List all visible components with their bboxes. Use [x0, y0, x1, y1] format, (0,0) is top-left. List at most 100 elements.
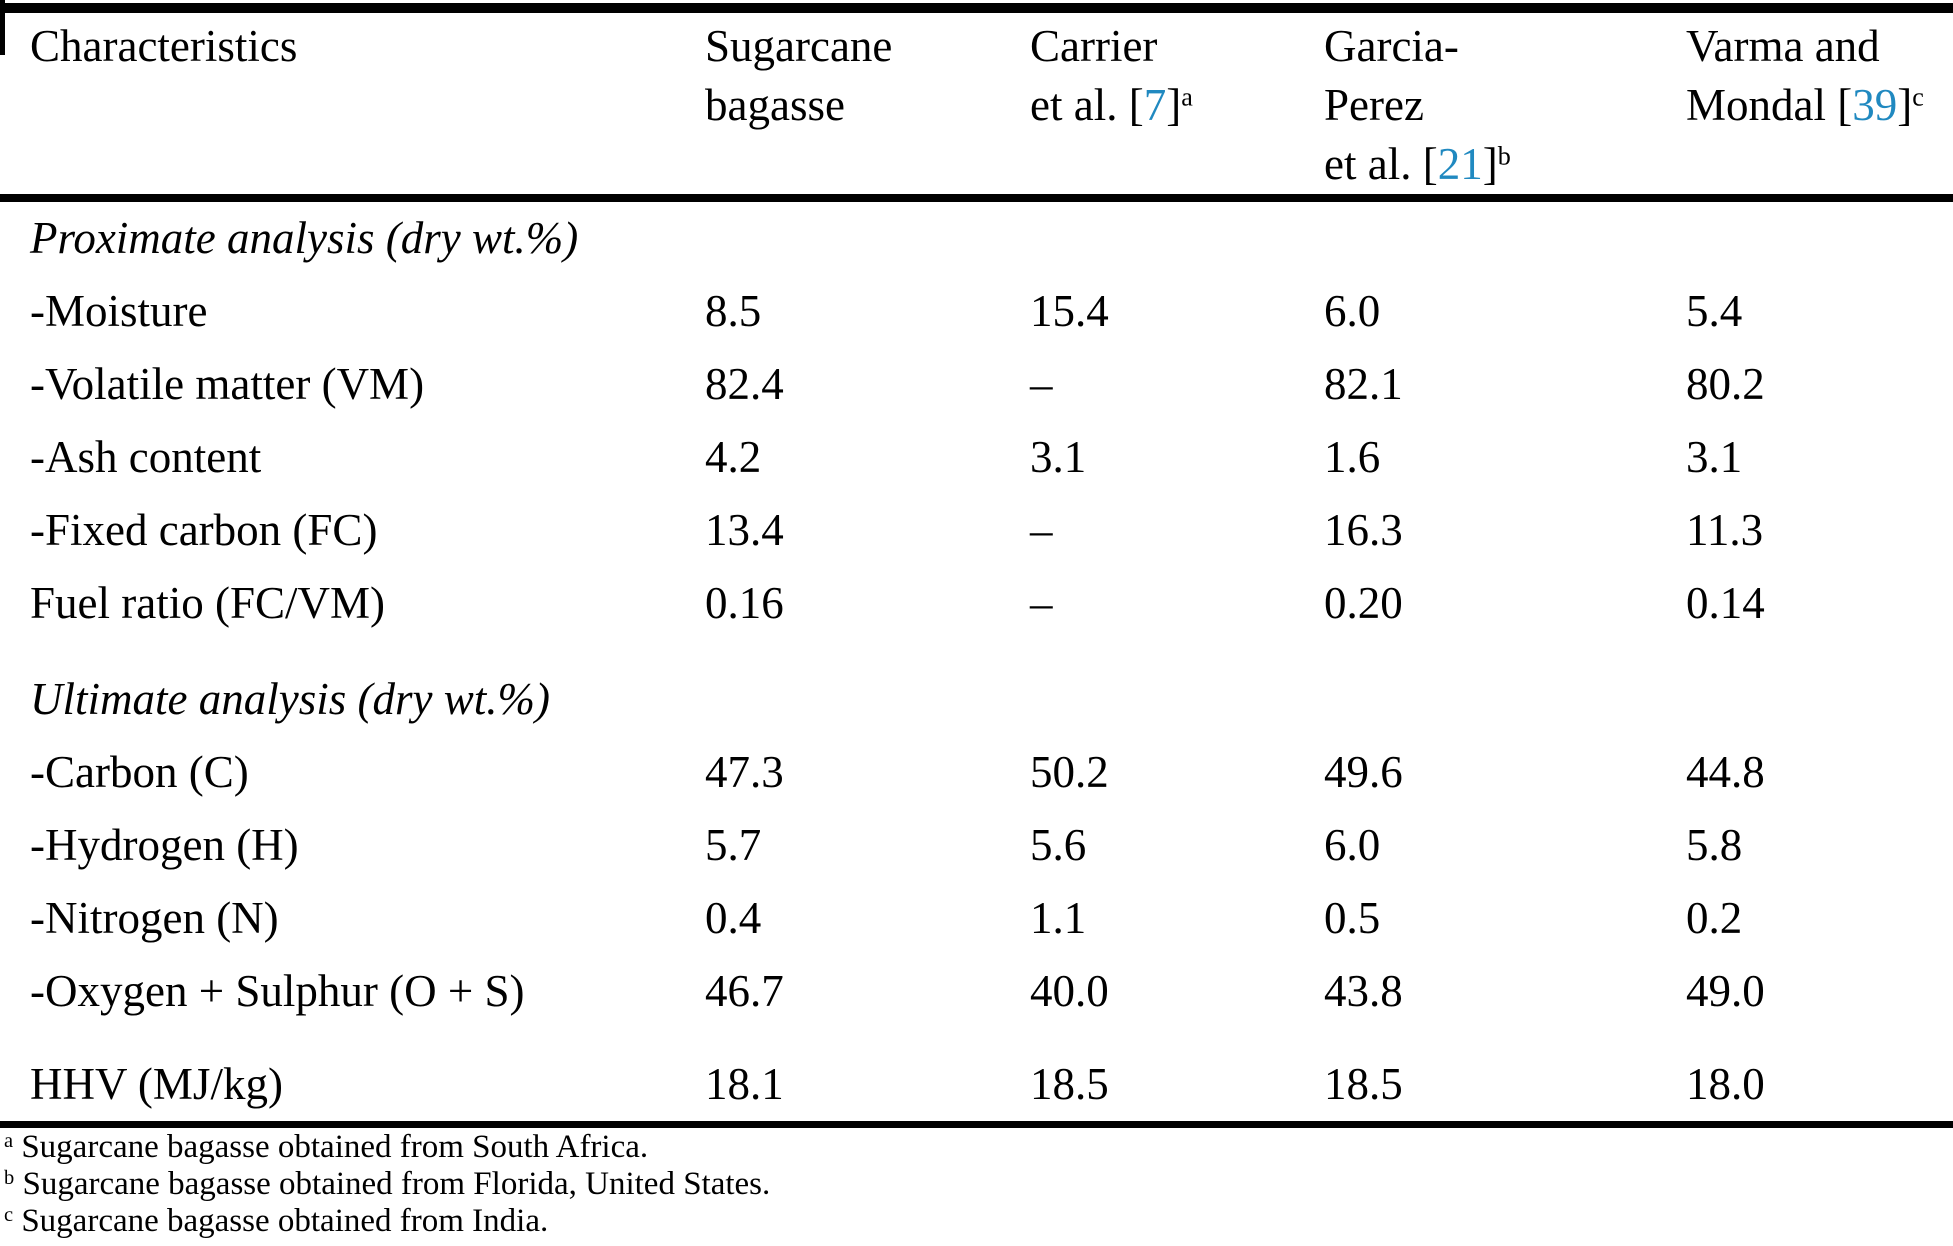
cell-value: 82.4: [705, 359, 784, 409]
table-row: -Moisture 8.5 15.4 6.0 5.4: [0, 275, 1953, 348]
cell-value: 1.6: [1324, 432, 1381, 482]
row-label: -Nitrogen (N): [30, 893, 279, 943]
cell-value: 43.8: [1324, 966, 1403, 1016]
cell-value: 16.3: [1324, 505, 1403, 555]
column-header-label: Garcia-: [1324, 21, 1459, 71]
table-row: HHV (MJ/kg) 18.1 18.5 18.5 18.0: [0, 1028, 1953, 1121]
cell-value: 0.20: [1324, 578, 1403, 628]
cell-value: 40.0: [1030, 966, 1109, 1016]
cell-value: 0.5: [1324, 893, 1381, 943]
cell-value: 0.2: [1686, 893, 1743, 943]
section-heading: Proximate analysis (dry wt.%): [30, 213, 579, 263]
cell-value: 3.1: [1030, 432, 1087, 482]
table-bottom-rule: [0, 1121, 1953, 1128]
cell-value: 18.0: [1686, 1059, 1765, 1109]
citation-text: ]: [1166, 80, 1182, 130]
table-top-rule: [0, 3, 1953, 13]
cell-value: 0.14: [1686, 578, 1765, 628]
table-row: -Nitrogen (N) 0.4 1.1 0.5 0.2: [0, 882, 1953, 955]
cell-value: 50.2: [1030, 747, 1109, 797]
column-header-sugarcane-bagasse: Sugarcane bagasse: [705, 17, 1030, 194]
footnote-marker-b: b: [1497, 141, 1511, 171]
cell-value: 11.3: [1686, 505, 1764, 555]
column-header-label: Carrier: [1030, 21, 1158, 71]
cell-value: 5.8: [1686, 820, 1743, 870]
scan-artifact-mark: [0, 0, 5, 55]
cell-value: 47.3: [705, 747, 784, 797]
column-header-label: bagasse: [705, 80, 845, 130]
column-header-garcia-perez: Garcia- Perez et al. [21]b: [1324, 17, 1686, 194]
cell-value: 49.6: [1324, 747, 1403, 797]
citation-text: ]: [1897, 80, 1913, 130]
footnote-marker: b: [4, 1166, 15, 1189]
table-header-row: Characteristics Sugarcane bagasse Carrie…: [0, 13, 1953, 194]
table-row: -Ash content 4.2 3.1 1.6 3.1: [0, 421, 1953, 494]
cell-value: 3.1: [1686, 432, 1743, 482]
footnote-text: Sugarcane bagasse obtained from South Af…: [21, 1129, 649, 1165]
citation-link-39[interactable]: 39: [1852, 80, 1898, 130]
cell-value: 6.0: [1324, 286, 1381, 336]
cell-value: –: [1030, 578, 1053, 628]
section-heading-row: Proximate analysis (dry wt.%): [0, 202, 1953, 275]
cell-value: 8.5: [705, 286, 762, 336]
cell-value: 5.7: [705, 820, 762, 870]
citation-link-7[interactable]: 7: [1143, 80, 1167, 130]
table-row: -Volatile matter (VM) 82.4 – 82.1 80.2: [0, 348, 1953, 421]
column-header-carrier: Carrier et al. [7]a: [1030, 17, 1324, 194]
cell-value: 6.0: [1324, 820, 1381, 870]
section-heading-row: Ultimate analysis (dry wt.%): [0, 640, 1953, 736]
footnote-a: a Sugarcane bagasse obtained from South …: [4, 1129, 1953, 1166]
row-label: -Moisture: [30, 286, 208, 336]
header-separator-rule: [0, 194, 1953, 202]
cell-value: 0.16: [705, 578, 784, 628]
row-label: Fuel ratio (FC/VM): [30, 578, 385, 628]
table-row: -Hydrogen (H) 5.7 5.6 6.0 5.8: [0, 809, 1953, 882]
citation-link-21[interactable]: 21: [1437, 139, 1483, 189]
citation-line: et al. [7]a: [1030, 76, 1324, 135]
column-header-varma-mondal: Varma and Mondal [39]c: [1686, 17, 1953, 194]
cell-value: 18.5: [1030, 1059, 1109, 1109]
citation-text: et al. [: [1030, 80, 1144, 130]
table-body: Proximate analysis (dry wt.%) -Moisture 8.…: [0, 202, 1953, 1121]
cell-value: 5.6: [1030, 820, 1087, 870]
cell-value: 46.7: [705, 966, 784, 1016]
cell-value: 44.8: [1686, 747, 1765, 797]
footnote-text: Sugarcane bagasse obtained from India.: [21, 1203, 549, 1239]
cell-value: 18.1: [705, 1059, 784, 1109]
cell-value: 80.2: [1686, 359, 1765, 409]
column-header-characteristics: Characteristics: [30, 17, 705, 194]
cell-value: –: [1030, 359, 1053, 409]
cell-value: 13.4: [705, 505, 784, 555]
citation-text: ]: [1482, 139, 1498, 189]
footnote-marker-c: c: [1912, 82, 1924, 112]
table-row: Fuel ratio (FC/VM) 0.16 – 0.20 0.14: [0, 567, 1953, 640]
cell-value: 18.5: [1324, 1059, 1403, 1109]
citation-text: et al. [: [1324, 139, 1438, 189]
row-label: -Carbon (C): [30, 747, 249, 797]
table-row: -Carbon (C) 47.3 50.2 49.6 44.8: [0, 736, 1953, 809]
table-row: -Oxygen + Sulphur (O + S) 46.7 40.0 43.8 49.…: [0, 955, 1953, 1028]
cell-value: –: [1030, 505, 1053, 555]
column-header-label: Perez: [1324, 80, 1424, 130]
row-label: -Oxygen + Sulphur (O + S): [30, 966, 525, 1016]
row-label: HHV (MJ/kg): [30, 1059, 283, 1109]
footnote-text: Sugarcane bagasse obtained from Florida,…: [22, 1166, 771, 1202]
footnotes: a Sugarcane bagasse obtained from South …: [0, 1128, 1953, 1240]
footnote-c: c Sugarcane bagasse obtained from India.: [4, 1203, 1953, 1240]
footnote-b: b Sugarcane bagasse obtained from Florid…: [4, 1166, 1953, 1203]
column-header-label: Varma and: [1686, 21, 1880, 71]
footnote-marker-a: a: [1181, 82, 1193, 112]
cell-value: 4.2: [705, 432, 762, 482]
row-label: -Hydrogen (H): [30, 820, 299, 870]
section-heading: Ultimate analysis (dry wt.%): [30, 674, 550, 724]
row-label: -Ash content: [30, 432, 262, 482]
cell-value: 5.4: [1686, 286, 1743, 336]
citation-line: Mondal [39]c: [1686, 76, 1953, 135]
row-label: -Fixed carbon (FC): [30, 505, 378, 555]
column-header-label: Sugarcane: [705, 21, 893, 71]
cell-value: 15.4: [1030, 286, 1109, 336]
footnote-marker: a: [4, 1129, 14, 1152]
cell-value: 82.1: [1324, 359, 1403, 409]
citation-text: Mondal [: [1686, 80, 1853, 130]
